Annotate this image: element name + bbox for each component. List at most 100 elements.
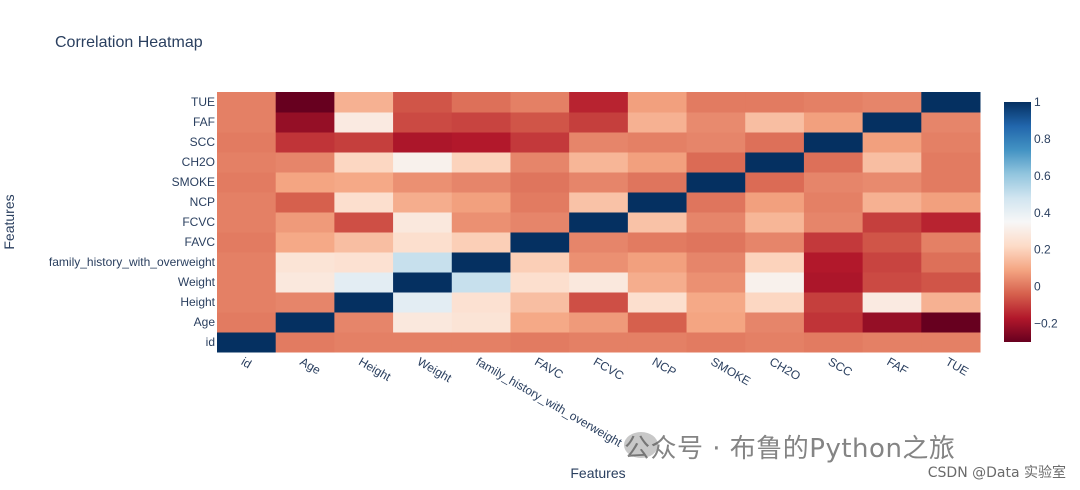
heatmap-cell-id-NCP	[627, 332, 688, 353]
heatmap-cell-NCP-TUE	[921, 192, 981, 213]
heatmap-cell-FCVC-FAF	[862, 212, 922, 233]
y-tick-NCP: NCP	[190, 195, 215, 209]
heatmap-cell-Weight-family_history_with_overweight	[451, 272, 511, 293]
heatmap-cell-FAVC-SCC	[803, 232, 864, 253]
x-tick-TUE: TUE	[943, 354, 971, 378]
heatmap-cell-FAVC-CH2O	[745, 232, 805, 253]
heatmap-cell-FAF-FAF	[862, 112, 922, 133]
heatmap-cell-FAVC-NCP	[627, 232, 688, 253]
heatmap-cell-SCC-Weight	[393, 132, 453, 153]
heatmap-cell-SCC-CH2O	[745, 132, 805, 153]
heatmap-cell-CH2O-CH2O	[745, 152, 805, 173]
heatmap-cell-FCVC-Height	[334, 212, 394, 233]
heatmap-cell-SCC-TUE	[921, 132, 981, 153]
heatmap-cell-FAVC-id	[217, 232, 277, 253]
heatmap-cell-family_history_with_overweight-FAVC	[510, 252, 570, 273]
heatmap-cell-FCVC-Weight	[393, 212, 453, 233]
heatmap-cell-NCP-Height	[334, 192, 394, 213]
heatmap-cell-SCC-Height	[334, 132, 394, 153]
heatmap-cell-Height-Age	[275, 292, 335, 313]
heatmap-cell-id-FAVC	[510, 332, 570, 353]
chart-title: Correlation Heatmap	[55, 34, 203, 51]
heatmap-cell-family_history_with_overweight-Age	[275, 252, 335, 273]
heatmap-cell-CH2O-Height	[334, 152, 394, 173]
heatmap-cell-FAF-id	[217, 112, 277, 133]
heatmap-cell-Age-id	[217, 312, 277, 333]
heatmap-cell-TUE-Weight	[393, 92, 453, 113]
y-tick-family_history_with_overweight: family_history_with_overweight	[49, 255, 216, 269]
y-tick-Age: Age	[194, 315, 216, 329]
heatmap-cell-Age-NCP	[627, 312, 688, 333]
heatmap-cell-Height-FAVC	[510, 292, 570, 313]
heatmap-cell-SMOKE-FCVC	[569, 172, 629, 193]
heatmap-cell-id-TUE	[921, 332, 981, 353]
y-axis-title: Features	[1, 194, 17, 249]
heatmap-cell-FAF-family_history_with_overweight	[451, 112, 511, 133]
colorbar-tick-label: 0	[1034, 280, 1041, 294]
heatmap-cell-SMOKE-id	[217, 172, 277, 193]
watermark-sub: CSDN @Data 实验室	[927, 465, 1066, 481]
heatmap-cell-FAF-NCP	[627, 112, 688, 133]
heatmap-cell-Age-Age	[275, 312, 335, 333]
y-tick-labels: id Age Height Weight family_history_with_ove…	[49, 95, 216, 349]
heatmap-cell-Height-FAF	[862, 292, 922, 313]
heatmap-cell-Age-Weight	[393, 312, 453, 333]
heatmap-cell-SMOKE-Age	[275, 172, 335, 193]
heatmap-cell-Weight-CH2O	[745, 272, 805, 293]
y-tick-SCC: SCC	[190, 135, 216, 149]
heatmap-cell-SMOKE-CH2O	[745, 172, 805, 193]
heatmap-cell-id-SCC	[803, 332, 864, 353]
heatmap-cell-Age-FAF	[862, 312, 922, 333]
colorbar-tick-label: 0.6	[1034, 169, 1051, 183]
heatmap-cell-Weight-FAF	[862, 272, 922, 293]
heatmap-cell-id-Height	[334, 332, 394, 353]
heatmap-cell-SMOKE-SMOKE	[686, 172, 746, 193]
heatmap-cell-id-family_history_with_overweight	[451, 332, 511, 353]
x-tick-SMOKE: SMOKE	[708, 354, 753, 388]
x-tick-FAF: FAF	[884, 354, 910, 377]
heatmap-cell-SCC-NCP	[627, 132, 688, 153]
heatmap-cell-FAVC-Weight	[393, 232, 453, 253]
heatmap-cell-NCP-NCP	[627, 192, 688, 213]
heatmap-cell-SMOKE-family_history_with_overweight	[451, 172, 511, 193]
heatmap-cell-Height-NCP	[627, 292, 688, 313]
heatmap-cell-FCVC-id	[217, 212, 277, 233]
heatmap-cell-FCVC-CH2O	[745, 212, 805, 233]
heatmap-cell-SMOKE-Weight	[393, 172, 453, 193]
y-tick-id: id	[206, 335, 215, 349]
heatmap-cell-FCVC-SMOKE	[686, 212, 746, 233]
heatmap-cell-family_history_with_overweight-NCP	[627, 252, 688, 273]
heatmap-cell-TUE-FAVC	[510, 92, 570, 113]
y-tick-Weight: Weight	[178, 275, 216, 289]
colorbar-tick-label: 0.4	[1034, 206, 1051, 220]
heatmap-cell-CH2O-NCP	[627, 152, 688, 173]
heatmap-cell-SMOKE-SCC	[803, 172, 864, 193]
heatmap-cell-family_history_with_overweight-SMOKE	[686, 252, 746, 273]
heatmap-cell-SCC-SCC	[803, 132, 864, 153]
heatmap-cell-FAF-Height	[334, 112, 394, 133]
heatmap-cell-SMOKE-FAF	[862, 172, 922, 193]
heatmap-cell-TUE-Age	[275, 92, 335, 113]
colorbar-tick-label: 1	[1034, 95, 1041, 109]
heatmap-cell-id-Weight	[393, 332, 453, 353]
heatmap-cell-Height-id	[217, 292, 277, 313]
y-tick-FAF: FAF	[193, 115, 215, 129]
x-tick-id: id	[239, 354, 254, 371]
heatmap-cell-FAF-FCVC	[569, 112, 629, 133]
colorbar-tick-label: −0.2	[1034, 317, 1058, 331]
heatmap-cell-SCC-FCVC	[569, 132, 629, 153]
heatmap-cell-SCC-id	[217, 132, 277, 153]
colorbar	[1004, 102, 1031, 342]
x-tick-Age: Age	[298, 354, 324, 377]
heatmap-cell-FCVC-SCC	[803, 212, 864, 233]
heatmap-cell-CH2O-SMOKE	[686, 152, 746, 173]
heatmap-cell-NCP-id	[217, 192, 277, 213]
x-axis-title: Features	[570, 465, 625, 481]
heatmap-cell-FAVC-TUE	[921, 232, 981, 253]
heatmap-cell-Height-SCC	[803, 292, 864, 313]
heatmap-cell-TUE-id	[217, 92, 277, 113]
heatmap-cell-NCP-CH2O	[745, 192, 805, 213]
heatmap-cell-id-SMOKE	[686, 332, 746, 353]
heatmap-cell-FAVC-Height	[334, 232, 394, 253]
